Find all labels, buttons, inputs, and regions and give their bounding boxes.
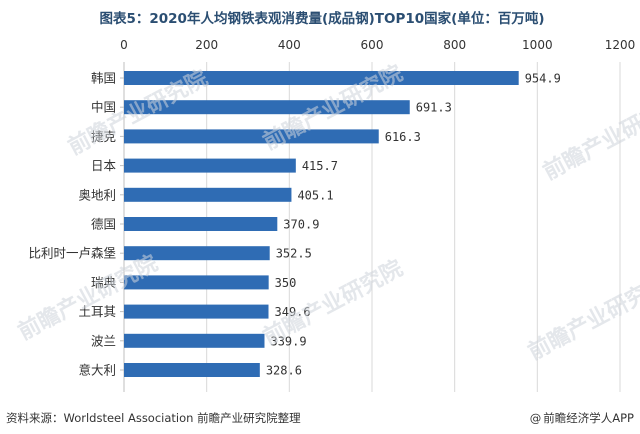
data-label: 691.3 (416, 101, 452, 115)
data-label: 352.5 (276, 247, 312, 261)
data-label: 350 (275, 276, 297, 290)
data-label: 328.6 (266, 364, 302, 378)
data-label: 405.1 (297, 188, 333, 202)
category-label: 捷克 (91, 129, 116, 144)
category-label: 瑞典 (91, 275, 116, 290)
bars (124, 71, 519, 377)
bar (124, 275, 269, 290)
category-label: 比利时一卢森堡 (28, 246, 116, 261)
bar (124, 246, 270, 261)
data-label: 616.3 (385, 130, 421, 144)
bar (124, 217, 278, 231)
source-note: 资料来源：Worldsteel Association 前瞻产业研究院整理 (6, 411, 301, 425)
category-label: 波兰 (91, 333, 116, 348)
x-tick-label: 0 (120, 38, 128, 52)
category-label: 土耳其 (78, 304, 116, 319)
data-label: 415.7 (302, 159, 338, 173)
x-tick-label: 1200 (605, 38, 636, 52)
bar (124, 187, 292, 202)
credit-note: @ 前瞻经济学人APP (530, 410, 634, 426)
category-label: 中国 (91, 100, 116, 115)
x-tick-label: 1000 (522, 38, 553, 52)
category-label: 德国 (91, 217, 116, 232)
chart-title: 图表5：2020年人均钢铁表观消费量(成品钢)TOP10国家(单位：百万吨) (99, 11, 545, 27)
category-label: 韩国 (91, 71, 116, 86)
x-tick-label: 200 (195, 38, 218, 52)
value-labels: 954.9 691.3 616.3 415.7 405.1 370.9 352.5 350 34… (266, 72, 561, 378)
data-label: 349.6 (275, 305, 311, 319)
bar (124, 304, 269, 319)
x-tick-label: 600 (361, 38, 384, 52)
at-sign-icon: @ (529, 411, 542, 425)
x-tick-label: 400 (278, 38, 301, 52)
data-label: 954.9 (525, 72, 561, 86)
data-label: 370.9 (283, 218, 319, 232)
x-tick-label: 800 (443, 38, 466, 52)
bar (124, 333, 265, 348)
category-label: 奥地利 (78, 187, 116, 202)
x-axis-ticks: 0 200 400 600 800 1000 1200 (120, 38, 635, 52)
bar (124, 363, 260, 377)
credit-text: 前瞻经济学人APP (543, 411, 634, 425)
bar-chart: 0 200 400 600 800 1000 1200 韩国中国捷克日本奥地利德国比利时一卢… (28, 38, 635, 392)
category-label: 意大利 (78, 363, 116, 378)
bar (124, 71, 519, 85)
bar (124, 100, 410, 115)
category-label: 日本 (91, 158, 117, 173)
bar (124, 129, 379, 144)
data-label: 339.9 (270, 334, 306, 348)
bar (124, 158, 296, 173)
